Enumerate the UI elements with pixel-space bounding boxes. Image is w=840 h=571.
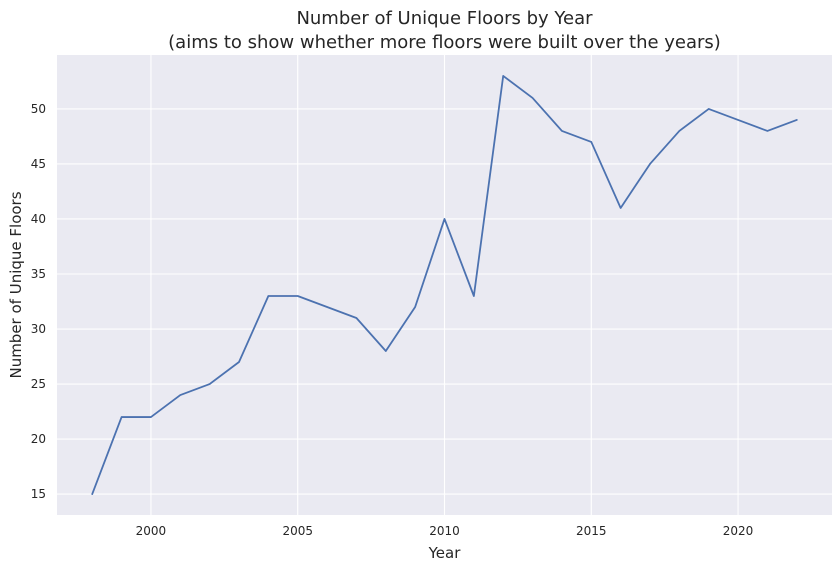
- data-point: [413, 305, 417, 309]
- data-point: [178, 393, 182, 397]
- y-tick-label: 50: [31, 102, 46, 116]
- x-tick-label: 2010: [429, 524, 460, 538]
- data-point: [736, 118, 740, 122]
- data-point: [207, 382, 211, 386]
- series-line-0: [91, 75, 798, 495]
- chart-title: Number of Unique Floors by Year: [296, 8, 593, 29]
- data-point: [90, 492, 94, 496]
- y-tick-label: 20: [31, 432, 46, 446]
- data-point: [442, 217, 446, 221]
- y-tick-labels: 15 20 25 30 35 40 45 50: [31, 102, 46, 501]
- data-point: [589, 140, 593, 144]
- y-tick-label: 30: [31, 322, 46, 336]
- data-point: [149, 415, 153, 419]
- x-tick-label: 2005: [282, 524, 313, 538]
- chart-subtitle: (aims to show whether more floors were b…: [168, 32, 721, 53]
- y-tick-label: 15: [31, 487, 46, 501]
- data-point: [648, 162, 652, 166]
- data-point: [325, 305, 329, 309]
- data-point: [677, 129, 681, 133]
- data-point: [707, 107, 711, 111]
- data-point: [296, 294, 300, 298]
- y-tick-label: 45: [31, 157, 46, 171]
- vertical-gridlines: [150, 55, 739, 515]
- y-tick-label: 35: [31, 267, 46, 281]
- data-point: [472, 294, 476, 298]
- x-tick-label: 2015: [576, 524, 607, 538]
- data-point: [618, 206, 622, 210]
- x-tick-label: 2020: [723, 524, 754, 538]
- data-point: [795, 118, 799, 122]
- data-point: [237, 360, 241, 364]
- data-point: [530, 96, 534, 100]
- data-point: [119, 415, 123, 419]
- data-point: [354, 316, 358, 320]
- x-axis-label: Year: [428, 544, 462, 562]
- y-tick-label: 25: [31, 377, 46, 391]
- data-point: [501, 74, 505, 78]
- y-tick-label: 40: [31, 212, 46, 226]
- data-point: [560, 129, 564, 133]
- series-lines: [90, 74, 799, 496]
- data-point: [384, 349, 388, 353]
- data-point: [266, 294, 270, 298]
- x-tick-labels: 2000 2005 2010 2015 2020: [136, 524, 754, 538]
- data-point: [765, 129, 769, 133]
- x-tick-label: 2000: [136, 524, 167, 538]
- y-axis-label: Number of Unique Floors: [7, 191, 25, 378]
